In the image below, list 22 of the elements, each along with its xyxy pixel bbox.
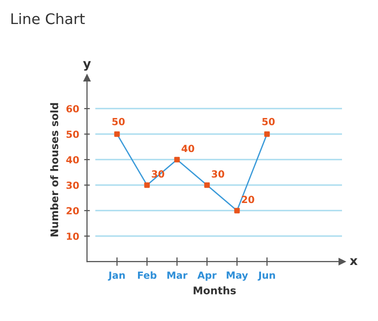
y-tick-label: 20 <box>66 207 79 214</box>
x-tick-label: Feb <box>138 271 156 279</box>
data-label: 50 <box>262 118 275 126</box>
data-label: 20 <box>242 196 254 204</box>
y-tick-label: 60 <box>66 105 79 112</box>
x-tick-label: Jan <box>108 272 125 281</box>
y-tick-label: 40 <box>66 156 79 164</box>
data-label: 40 <box>182 144 194 152</box>
y-tick-label: 50 <box>66 130 79 138</box>
data-label: 30 <box>212 170 224 178</box>
x-tick-label: May <box>226 272 248 281</box>
text: x <box>350 258 358 266</box>
y-tick-label: 30 <box>66 182 79 189</box>
x-tick-label: Apr <box>197 272 217 281</box>
chart-title: Line Chart <box>11 12 85 24</box>
x-axis-title: Months <box>194 286 236 294</box>
data-label: 50 <box>112 118 125 126</box>
x-tick-label: Jun <box>258 272 275 281</box>
text: y <box>83 61 91 71</box>
x-tick-label: Mar <box>167 272 188 279</box>
y-tick-label: 10 <box>66 232 79 240</box>
y-axis-title: Number of houses sold <box>50 103 58 236</box>
